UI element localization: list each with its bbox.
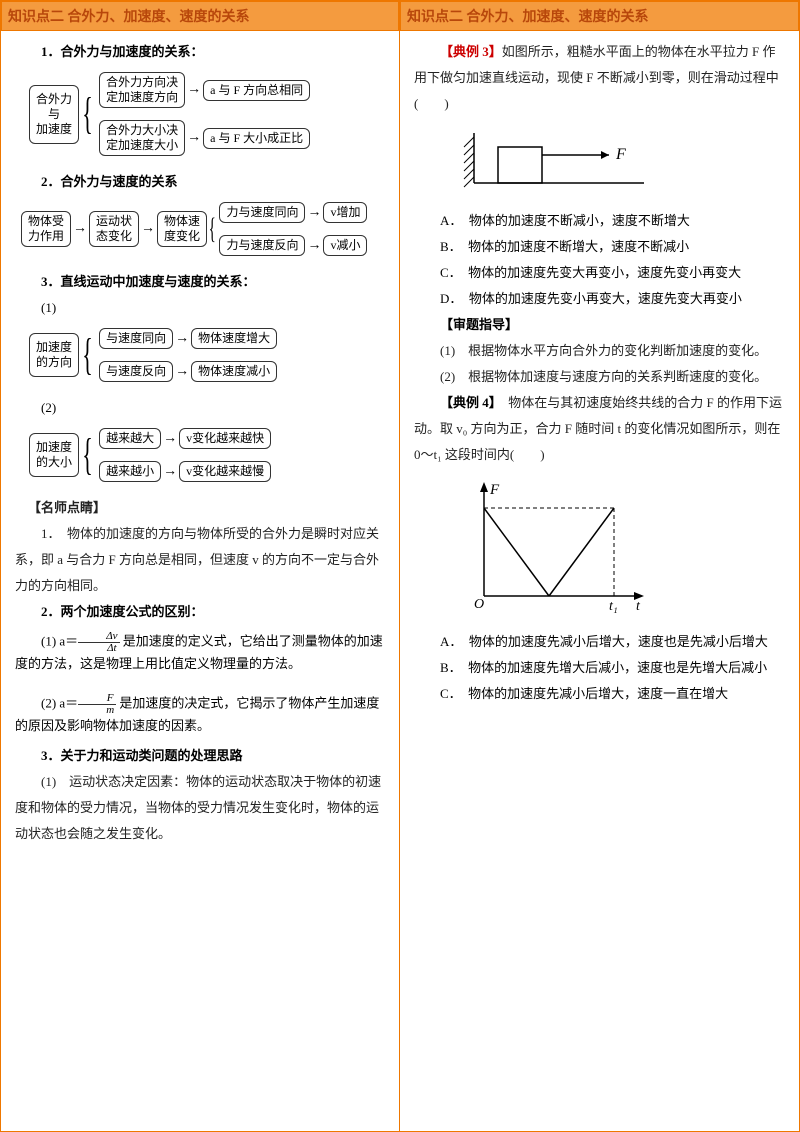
brace-icon: { — [82, 443, 93, 467]
ex4-opt-C: C． 物体的加速度先减小后增大，速度一直在增大 — [414, 681, 785, 707]
guide-2: (2) 根据物体加速度与速度方向的关系判断速度的变化。 — [414, 364, 785, 390]
d2-b2a: 力与速度反向 — [219, 235, 305, 256]
d2-n1: 物体受 力作用 — [21, 211, 71, 247]
arrow-icon: → — [141, 221, 155, 237]
arrow-icon: → — [175, 364, 189, 380]
arrow-icon: → — [187, 82, 201, 98]
d4-b2a: 越来越小 — [99, 461, 161, 482]
figure-Ft-graph: F O t₁ t — [454, 476, 785, 621]
d1-root: 合外力 与 加速度 — [29, 85, 79, 144]
brace-icon: { — [82, 102, 93, 126]
fig2-t1-label: t₁ — [609, 599, 618, 614]
fig2-O-label: O — [474, 597, 484, 612]
diagram-3: 加速度 的方向 { 与速度同向 → 物体速度增大 与速度反向 → 物体速度减小 — [29, 325, 385, 385]
ex3-opt-B: B． 物体的加速度不断增大，速度不断减小 — [414, 234, 785, 260]
arrow-icon: → — [187, 130, 201, 146]
d1-b1b: a 与 F 方向总相同 — [203, 80, 310, 101]
ex4-opt-A: A． 物体的加速度先减小后增大，速度也是先减小后增大 — [414, 629, 785, 655]
brace-icon: { — [82, 343, 93, 367]
diagram-4: 加速度 的大小 { 越来越大 → v变化越来越快 越来越小 → v变化越来越慢 — [29, 425, 385, 485]
d3-b2a: 与速度反向 — [99, 361, 173, 382]
d4-b1a: 越来越大 — [99, 428, 161, 449]
ex3-opt-A: A． 物体的加速度不断减小，速度不断增大 — [414, 208, 785, 234]
arrow-icon: → — [307, 205, 321, 221]
d3-root: 加速度 的方向 — [29, 333, 79, 377]
tip-1: 1． 物体的加速度的方向与物体所受的合外力是瞬时对应关系，即 a 与合力 F 方… — [15, 521, 385, 599]
d2-b2b: v减小 — [323, 235, 367, 256]
fraction-1: ΔvΔt — [78, 631, 119, 654]
page: 知识点二 合外力、加速度、速度的关系 1．合外力与加速度的关系： 合外力 与 加… — [0, 0, 800, 1132]
frac2-bot: m — [78, 705, 116, 716]
fraction-2: Fm — [78, 693, 116, 716]
d1-b2b: a 与 F 大小成正比 — [203, 128, 310, 149]
left-column: 知识点二 合外力、加速度、速度的关系 1．合外力与加速度的关系： 合外力 与 加… — [1, 1, 400, 1131]
section-1-title: 1．合外力与加速度的关系： — [15, 39, 385, 65]
s3-sub2: (2) — [15, 395, 385, 421]
d4-b2b: v变化越来越慢 — [179, 461, 271, 482]
fig2-t-label: t — [636, 599, 641, 614]
right-column: 知识点二 合外力、加速度、速度的关系 【典例 3】如图所示，粗糙水平面上的物体在… — [400, 1, 799, 1131]
d3-b1b: 物体速度增大 — [191, 328, 277, 349]
frac1-bot: Δt — [78, 643, 119, 654]
d1-b2a: 合外力大小决 定加速度大小 — [99, 120, 185, 156]
formula-2-pre: (2) a＝ — [41, 695, 78, 710]
arrow-icon: → — [307, 238, 321, 254]
example-4: 【典例 4】 物体在与其初速度始终共线的合力 F 的作用下运动。取 v₀ 方向为… — [414, 390, 785, 468]
ex3-tag: 【典例 3】 — [440, 44, 502, 59]
s3-sub1: (1) — [15, 295, 385, 321]
figure-1-svg: F — [454, 125, 654, 195]
ex3-opt-C: C． 物体的加速度先变大再变小，速度先变小再变大 — [414, 260, 785, 286]
formula-2: (2) a＝Fm 是加速度的决定式，它揭示了物体产生加速度的原因及影响物体加速度… — [15, 693, 385, 737]
arrow-icon: → — [175, 331, 189, 347]
d2-b1a: 力与速度同向 — [219, 202, 305, 223]
section-3-title: 3．直线运动中加速度与速度的关系： — [15, 269, 385, 295]
frac2-top: F — [78, 693, 116, 705]
ex4-opt-B: B． 物体的加速度先增大后减小，速度也是先增大后减小 — [414, 655, 785, 681]
figure-block-force: F — [454, 125, 785, 200]
example-3: 【典例 3】如图所示，粗糙水平面上的物体在水平拉力 F 作用下做匀加速直线运动，… — [414, 39, 785, 117]
diagram-1: 合外力 与 加速度 { 合外力方向决 定加速度方向 → a 与 F 方向总相同 … — [29, 69, 385, 159]
tip3-1: (1) 运动状态决定因素：物体的运动状态取决于物体的初速度和物体的受力情况，当物… — [15, 769, 385, 847]
figure-2-svg: F O t₁ t — [454, 476, 654, 616]
brace-icon: { — [209, 221, 216, 238]
d1-b1a: 合外力方向决 定加速度方向 — [99, 72, 185, 108]
arrow-icon: → — [163, 431, 177, 447]
tip2-title: 2．两个加速度公式的区别： — [15, 599, 385, 625]
d2-n3: 物体速 度变化 — [157, 211, 207, 247]
fig2-F-label: F — [489, 482, 500, 498]
section-2-title: 2．合外力与速度的关系 — [15, 169, 385, 195]
formula-1: (1) a＝ΔvΔt 是加速度的定义式，它给出了测量物体的加速度的方法，这是物理… — [15, 631, 385, 675]
arrow-icon: → — [163, 464, 177, 480]
fig1-F-label: F — [615, 146, 626, 163]
guide-1: (1) 根据物体水平方向合外力的变化判断加速度的变化。 — [414, 338, 785, 364]
left-heading: 知识点二 合外力、加速度、速度的关系 — [1, 1, 399, 31]
ex4-tag: 【典例 4】 — [440, 395, 495, 410]
d2-b1b: v增加 — [323, 202, 367, 223]
right-heading: 知识点二 合外力、加速度、速度的关系 — [400, 1, 799, 31]
guide-tag: 【审题指导】 — [440, 317, 518, 332]
arrow-icon: → — [73, 221, 87, 237]
d2-n2: 运动状 态变化 — [89, 211, 139, 247]
tip3-title: 3．关于力和运动类问题的处理思路 — [15, 743, 385, 769]
formula-1-pre: (1) a＝ — [41, 633, 78, 648]
d3-b2b: 物体速度减小 — [191, 361, 277, 382]
diagram-2: 物体受 力作用 → 运动状 态变化 → 物体速 度变化 { 力与速度同向 → v… — [21, 199, 385, 259]
ex3-opt-D: D． 物体的加速度先变小再变大，速度先变大再变小 — [414, 286, 785, 312]
d4-b1b: v变化越来越快 — [179, 428, 271, 449]
d4-root: 加速度 的大小 — [29, 433, 79, 477]
tips-title: 【名师点睛】 — [28, 500, 106, 515]
d3-b1a: 与速度同向 — [99, 328, 173, 349]
